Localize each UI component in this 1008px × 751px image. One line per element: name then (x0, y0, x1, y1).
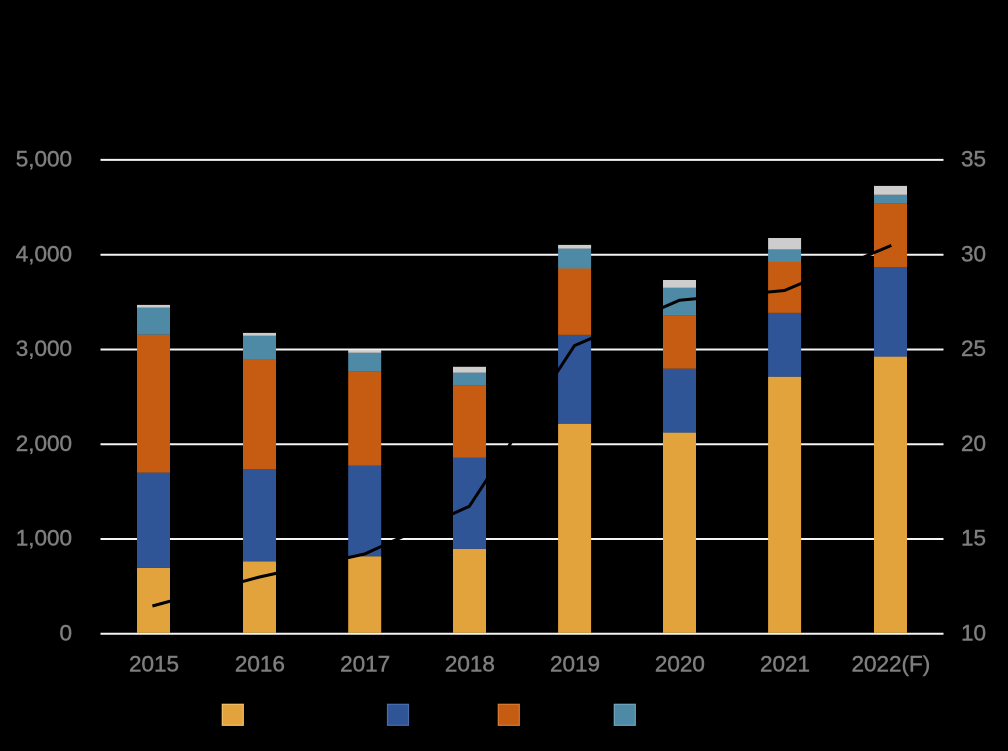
svg-text:2015: 2015 (129, 651, 179, 676)
svg-text:35: 35 (961, 147, 986, 172)
svg-text:10: 10 (961, 620, 986, 645)
svg-text:15: 15 (961, 526, 986, 551)
svg-text:2022(F): 2022(F) (852, 651, 931, 676)
svg-text:30: 30 (961, 241, 986, 266)
svg-text:20: 20 (961, 431, 986, 456)
svg-text:2018: 2018 (445, 651, 495, 676)
svg-text:2019: 2019 (550, 651, 600, 676)
svg-text:3,000: 3,000 (16, 336, 72, 361)
svg-text:1,000: 1,000 (16, 526, 72, 551)
svg-text:2,000: 2,000 (16, 431, 72, 456)
svg-text:0: 0 (59, 620, 72, 645)
svg-text:25: 25 (961, 336, 986, 361)
svg-text:5,000: 5,000 (16, 147, 72, 172)
svg-text:2021: 2021 (760, 651, 810, 676)
svg-text:2016: 2016 (235, 651, 285, 676)
svg-text:2017: 2017 (340, 651, 390, 676)
svg-text:2020: 2020 (655, 651, 705, 676)
svg-text:4,000: 4,000 (16, 241, 72, 266)
